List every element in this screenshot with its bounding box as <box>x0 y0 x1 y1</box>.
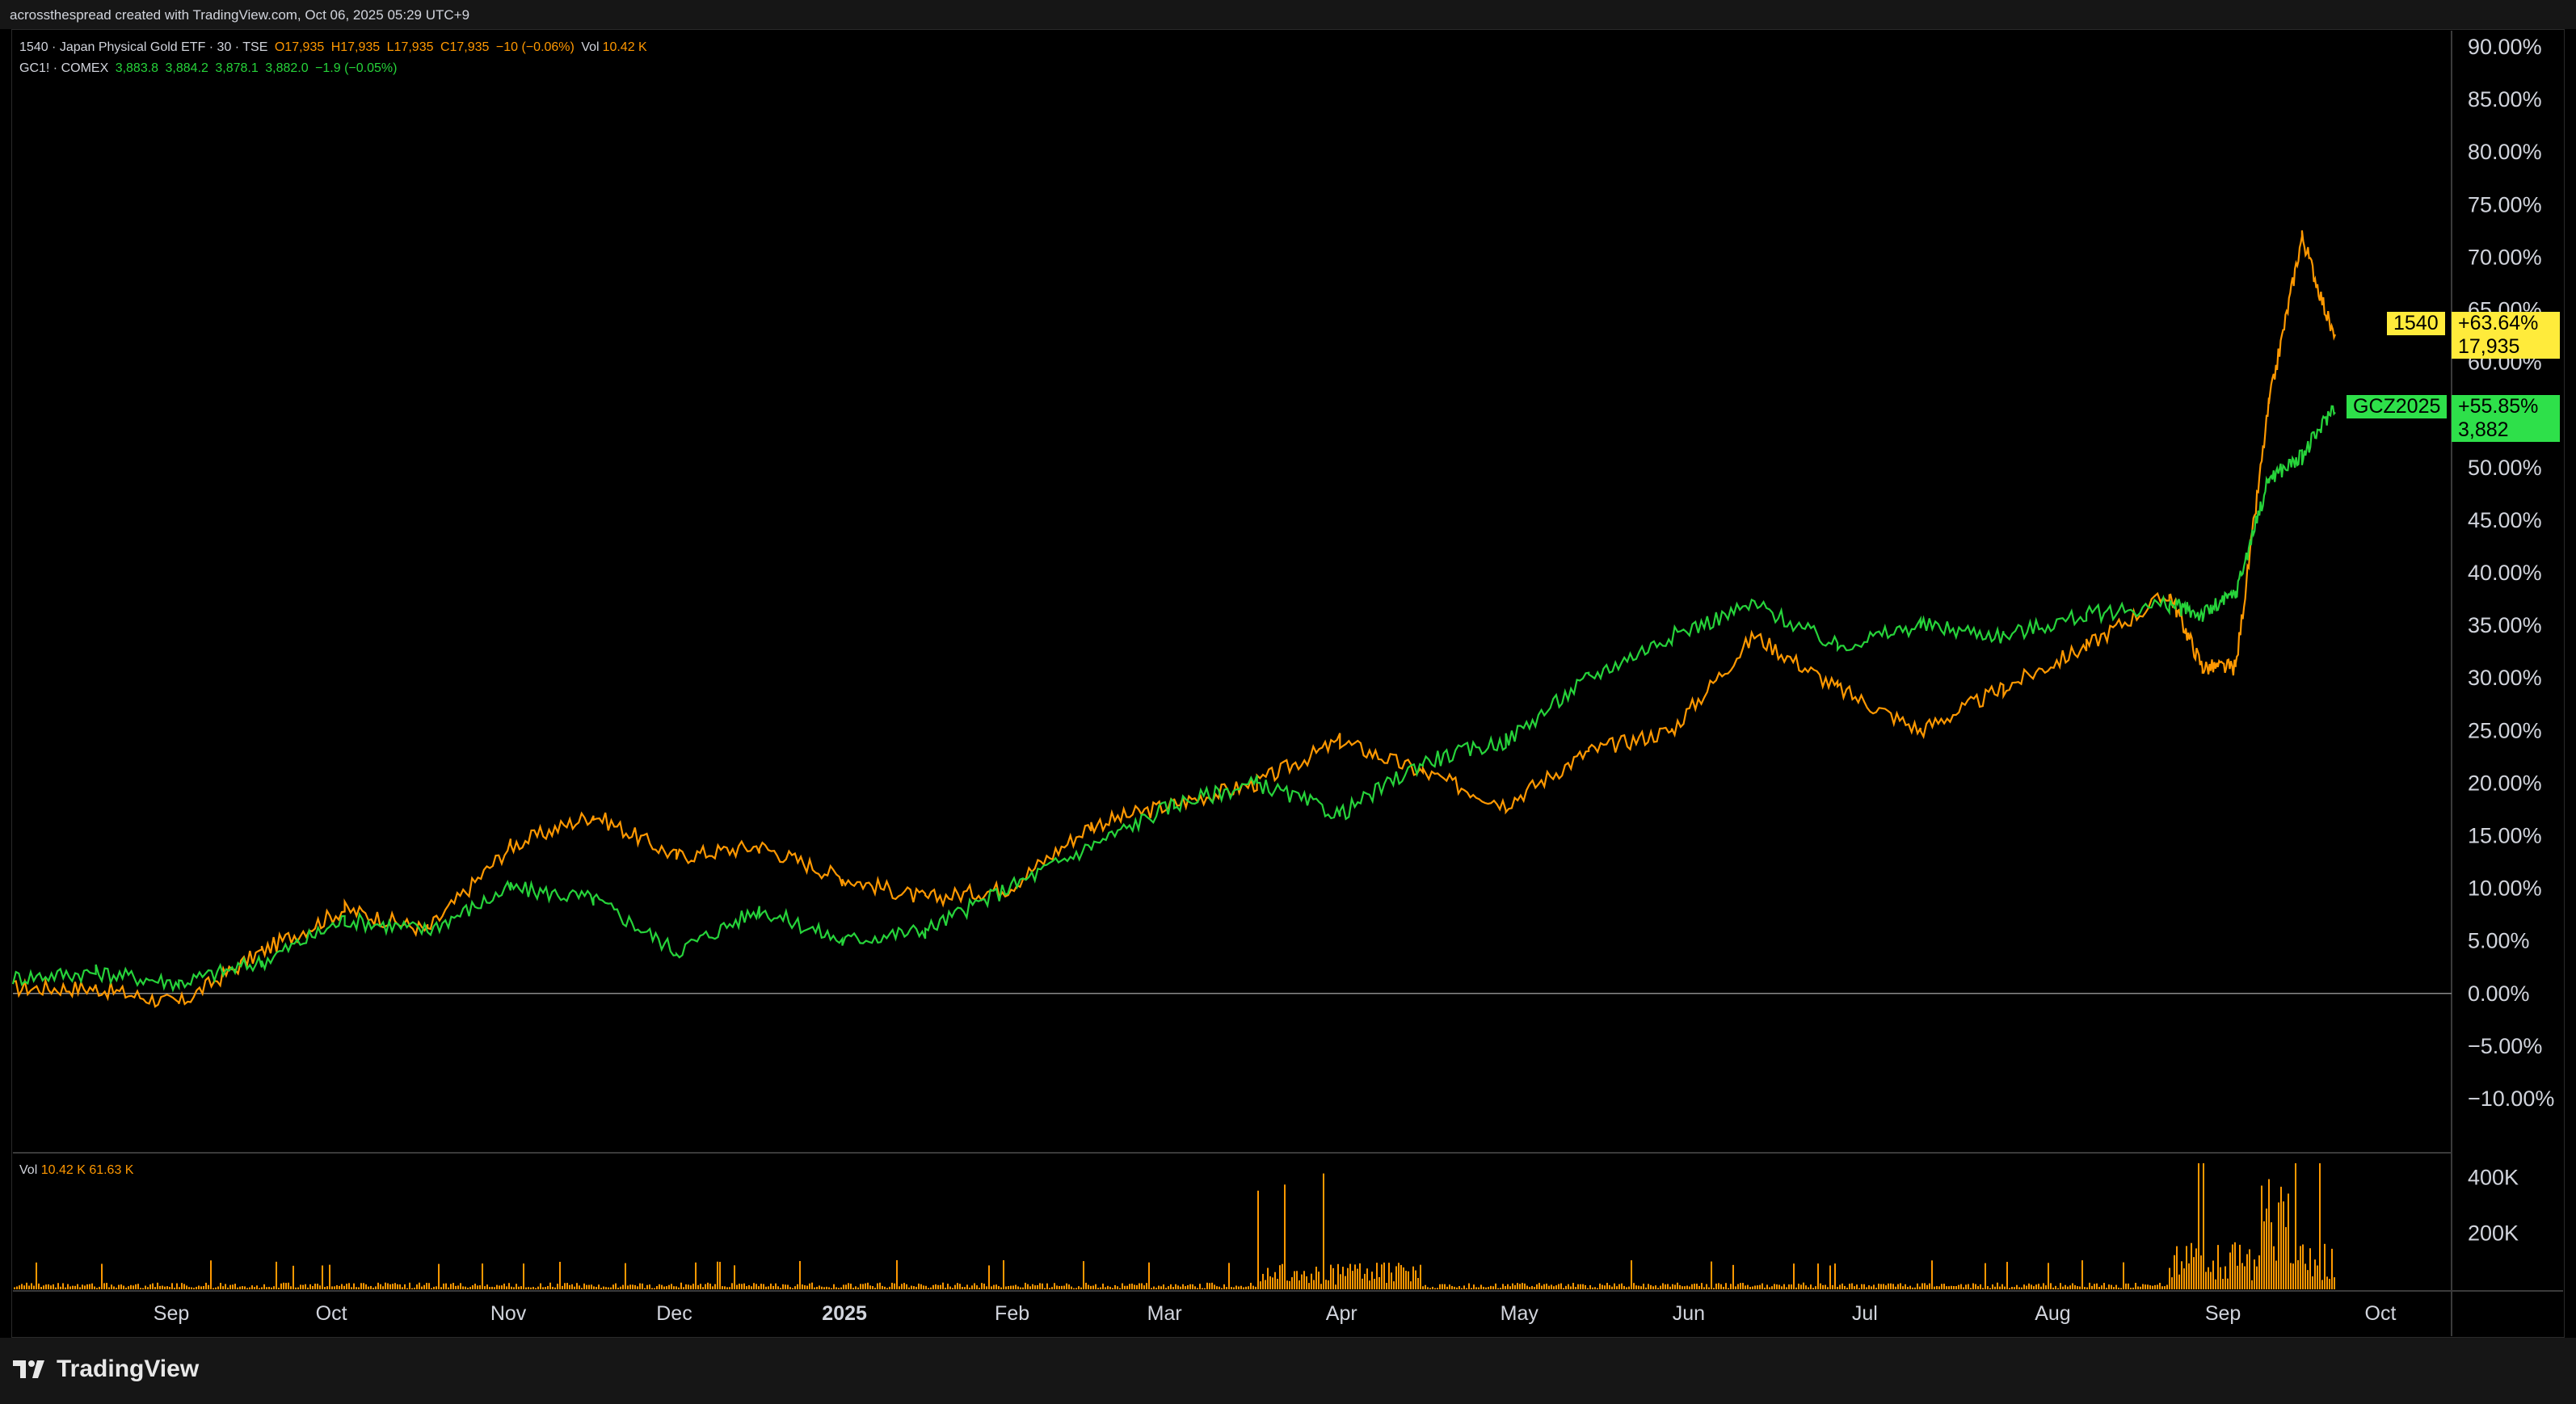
bottom-bar: TradingView <box>0 1338 2576 1404</box>
y-axis-tick-label: 5.00% <box>2468 929 2530 953</box>
y-axis-tick-label: 75.00% <box>2468 192 2542 216</box>
x-axis-label: May <box>1501 1302 1539 1325</box>
etf-symbol-tag: 1540 <box>2387 312 2445 335</box>
x-axis-label: Jun <box>1673 1302 1705 1325</box>
x-axis-label: Dec <box>656 1302 692 1325</box>
compare-close-value: 3,882.0 <box>265 61 309 75</box>
main-symbol-name: 1540 · Japan Physical Gold ETF · 30 · TS… <box>19 40 268 54</box>
chart-frame[interactable] <box>11 29 2565 1338</box>
compare-high-value: 3,884.2 <box>165 61 208 75</box>
chart-canvas[interactable]: 90.00%85.00%80.00%75.00%70.00%65.00%60.0… <box>0 0 2576 1338</box>
main-vol-label: Vol <box>581 40 600 54</box>
x-axis-label: Sep <box>2205 1302 2241 1325</box>
main-change-value: −10 (−0.06%) <box>495 40 575 54</box>
main-symbol-legend[interactable]: 1540 · Japan Physical Gold ETF · 30 · TS… <box>19 40 650 55</box>
etf-price-tag: 17,935 <box>2452 335 2560 359</box>
compare-open-value: 3,883.8 <box>115 61 159 75</box>
compare-change-value: −1.9 (−0.05%) <box>315 61 398 75</box>
volume-axis-tick-label: 200K <box>2468 1221 2519 1246</box>
y-axis-tick-label: 80.00% <box>2468 140 2542 164</box>
series-line-GCZ2025 <box>11 405 2336 993</box>
x-axis-label: Nov <box>490 1302 527 1325</box>
y-axis-tick-label: 35.00% <box>2468 613 2542 637</box>
y-axis-tick-label: 85.00% <box>2468 87 2542 111</box>
tradingview-logo[interactable]: TradingView <box>13 1356 199 1383</box>
volume-label: Vol <box>19 1163 38 1177</box>
y-axis-tick-label: −10.00% <box>2468 1087 2554 1111</box>
tradingview-logo-icon <box>13 1360 44 1378</box>
series-line-1540 <box>12 230 2337 1008</box>
x-axis-label: Oct <box>2365 1302 2397 1325</box>
x-axis-label: Sep <box>154 1302 189 1325</box>
volume-value-2: 61.63 K <box>89 1163 134 1177</box>
x-axis-label: Feb <box>995 1302 1029 1325</box>
volume-value-1: 10.42 K <box>40 1163 86 1177</box>
x-axis-label: 2025 <box>822 1302 867 1325</box>
y-axis-tick-label: 10.00% <box>2468 876 2542 901</box>
x-axis-label: Oct <box>316 1302 347 1325</box>
y-axis-tick-label: 50.00% <box>2468 456 2542 480</box>
main-low-value: L17,935 <box>386 40 434 54</box>
created-by-text: acrossthespread created with TradingView… <box>10 7 470 23</box>
y-axis-tick-label: 90.00% <box>2468 35 2542 59</box>
x-axis-label: Aug <box>2035 1302 2070 1325</box>
y-axis-tick-label: −5.00% <box>2468 1034 2542 1058</box>
y-axis-tick-label: 20.00% <box>2468 771 2542 795</box>
y-axis-tick-label: 40.00% <box>2468 561 2542 585</box>
compare-low-value: 3,878.1 <box>215 61 259 75</box>
main-open-value: O17,935 <box>274 40 325 54</box>
main-close-value: C17,935 <box>440 40 490 54</box>
y-axis-tick-label: 30.00% <box>2468 666 2542 690</box>
tradingview-brand-name: TradingView <box>57 1356 200 1382</box>
gold-symbol-tag: GCZ2025 <box>2347 395 2448 418</box>
y-axis-tick-label: 15.00% <box>2468 824 2542 848</box>
y-axis-tick-label: 45.00% <box>2468 508 2542 532</box>
gold-price-tag: 3,882 <box>2452 418 2560 442</box>
volume-axis-tick-label: 400K <box>2468 1165 2519 1189</box>
x-axis-label: Mar <box>1147 1302 1182 1325</box>
y-axis-tick-label: 70.00% <box>2468 245 2542 269</box>
main-vol-value: 10.42 K <box>602 40 647 54</box>
compare-symbol-legend[interactable]: GC1! · COMEX 3,883.8 3,884.2 3,878.1 3,8… <box>19 61 400 76</box>
main-high-value: H17,935 <box>330 40 381 54</box>
x-axis-label: Apr <box>1326 1302 1357 1325</box>
gold-pct-tag: +55.85% <box>2452 395 2560 418</box>
y-axis-tick-label: 0.00% <box>2468 982 2530 1006</box>
compare-symbol-name: GC1! · COMEX <box>19 61 109 75</box>
x-axis-label: Jul <box>1852 1302 1878 1325</box>
etf-pct-tag: +63.64% <box>2452 312 2560 335</box>
volume-legend[interactable]: Vol 10.42 K 61.63 K <box>19 1163 133 1178</box>
y-axis-tick-label: 25.00% <box>2468 718 2542 742</box>
top-bar: acrossthespread created with TradingView… <box>0 0 2576 29</box>
